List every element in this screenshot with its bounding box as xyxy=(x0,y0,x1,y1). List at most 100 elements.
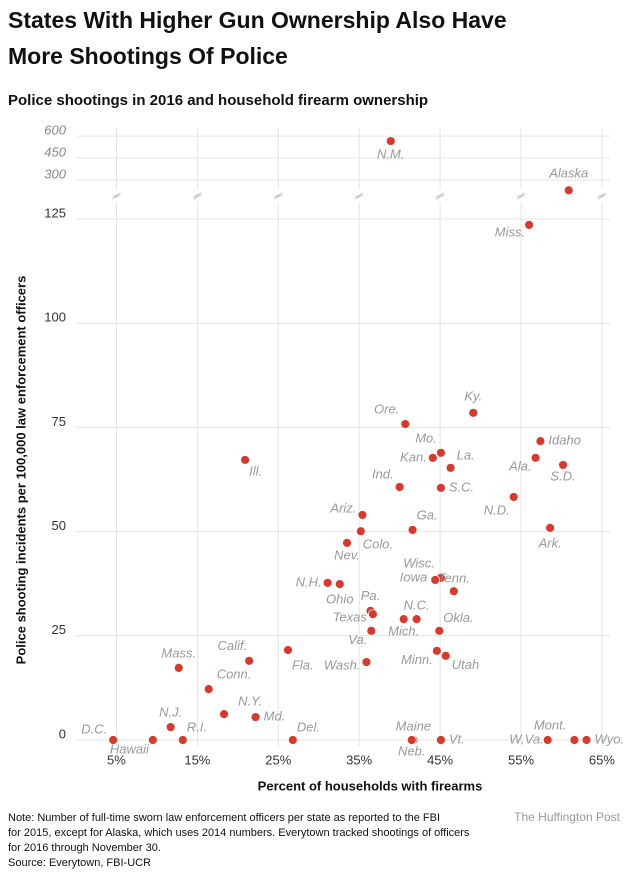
point-label: W.Va. xyxy=(509,731,543,746)
point-label: Mich. xyxy=(388,624,419,639)
point-label: Ore. xyxy=(374,402,399,417)
point xyxy=(283,645,293,655)
axis-break xyxy=(354,192,364,200)
point-label: Ariz. xyxy=(329,500,356,515)
note-line: Source: Everytown, FBI-UCR xyxy=(8,857,151,869)
y-tick-label: 0 xyxy=(59,726,66,741)
point xyxy=(361,657,372,667)
y-axis-label: Police shooting incidents per 100,000 la… xyxy=(13,276,28,665)
y-tick-label: 600 xyxy=(44,123,66,138)
note-line: for 2015, except for Alaska, which uses … xyxy=(8,827,470,839)
axis-break xyxy=(273,192,283,200)
x-tick-label: 45% xyxy=(427,752,453,767)
y-tick-label: 25 xyxy=(52,622,66,637)
point xyxy=(287,735,298,745)
point-label: Miss. xyxy=(495,224,525,239)
point-label: Hawaii xyxy=(110,741,150,756)
point xyxy=(445,462,456,473)
point xyxy=(244,655,255,666)
point-label: Texas xyxy=(333,610,368,625)
point-label: Colo. xyxy=(363,537,393,552)
x-tick-label: 15% xyxy=(184,752,210,767)
y-tick-label: 300 xyxy=(44,166,66,181)
point xyxy=(406,735,417,745)
point-label: Md. xyxy=(264,709,286,724)
note-line: for 2016 through November 30. xyxy=(8,842,161,854)
point xyxy=(542,735,553,745)
x-tick-label: 55% xyxy=(508,752,534,767)
point-label: Tenn. xyxy=(438,571,470,586)
point-label: Ky. xyxy=(464,388,482,403)
y-tick-label: 50 xyxy=(52,518,66,533)
point-label: S.D. xyxy=(550,468,575,483)
point-label: N.Y. xyxy=(238,694,262,709)
point xyxy=(342,537,352,548)
point-label: Mo. xyxy=(415,430,437,445)
x-axis-label: Percent of households with firearms xyxy=(258,778,483,793)
note-line: Note: Number of full-time sworn law enfo… xyxy=(8,812,440,824)
point-label: Ohio xyxy=(326,592,353,607)
point-label: Neb. xyxy=(398,743,425,758)
point xyxy=(558,460,568,470)
point-label: Conn. xyxy=(217,667,252,682)
point xyxy=(357,510,368,520)
point xyxy=(545,522,556,533)
point-label: Minn. xyxy=(401,652,433,667)
point-label: Kan. xyxy=(400,449,427,464)
point-label: Fla. xyxy=(292,657,314,672)
point xyxy=(355,526,366,537)
credit: The Huffington Post xyxy=(514,810,621,824)
chart-subtitle: Police shootings in 2016 and household f… xyxy=(8,92,428,109)
point xyxy=(468,407,479,418)
point-label: Idaho xyxy=(548,433,581,448)
point-label: N.H. xyxy=(296,574,322,589)
point xyxy=(203,684,214,695)
point xyxy=(448,586,459,597)
point xyxy=(508,492,519,502)
point xyxy=(385,136,396,146)
point-label: R.I. xyxy=(187,719,207,734)
point xyxy=(440,650,451,661)
point-label: Wyo. xyxy=(595,731,625,746)
point xyxy=(427,452,438,463)
point-label: Wash. xyxy=(324,657,361,672)
point-label: S.C. xyxy=(449,479,474,494)
axis-break xyxy=(597,192,607,200)
point-label: N.D. xyxy=(484,502,510,517)
point xyxy=(569,735,580,745)
x-tick-label: 65% xyxy=(589,752,615,767)
point-label: Mass. xyxy=(161,645,196,660)
point-label: Vt. xyxy=(449,731,465,746)
point xyxy=(407,525,418,535)
y-tick-label: 125 xyxy=(44,205,66,220)
point-label: Del. xyxy=(297,719,320,734)
point xyxy=(434,625,445,636)
point xyxy=(398,614,409,625)
point xyxy=(431,645,442,656)
point xyxy=(165,722,176,732)
point xyxy=(430,575,441,585)
point-label: Calif. xyxy=(218,638,248,653)
point xyxy=(366,625,377,636)
chart-title-line: More Shootings Of Police xyxy=(8,43,288,69)
point xyxy=(524,219,534,230)
point-label: Ark. xyxy=(538,535,562,550)
point xyxy=(535,436,546,447)
axis-break xyxy=(193,192,202,200)
point xyxy=(435,482,446,493)
chart-title-line: States With Higher Gun Ownership Also Ha… xyxy=(8,7,507,33)
point xyxy=(173,662,184,673)
point xyxy=(240,455,251,465)
point xyxy=(394,482,405,492)
point-label: Ill. xyxy=(249,463,262,478)
y-tick-label: 450 xyxy=(44,144,66,159)
point-label: Pa. xyxy=(361,588,381,603)
point xyxy=(334,579,345,590)
point xyxy=(250,712,261,722)
point-label: Maine xyxy=(396,718,431,733)
point xyxy=(435,447,446,458)
point-label: Wisc. xyxy=(403,555,435,570)
axis-break xyxy=(435,192,445,200)
point-label: Alaska xyxy=(548,166,588,181)
